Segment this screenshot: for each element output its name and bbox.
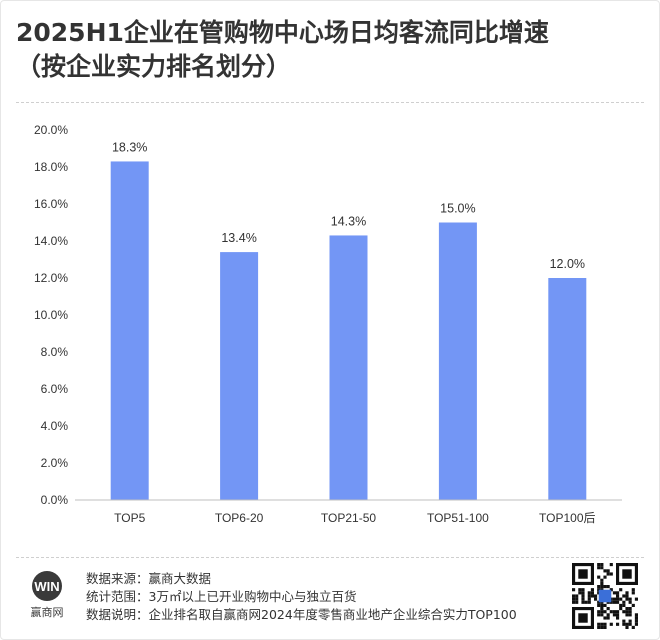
y-tick-label: 2.0%	[41, 456, 69, 470]
brand-logo-icon: WIN 赢商网	[31, 571, 64, 619]
bar-TOP21-50[interactable]	[329, 235, 368, 500]
footer-line-note: 数据说明：企业排名取自赢商网2024年度零售商业地产企业综合实力TOP100	[86, 606, 517, 624]
qr-code-icon[interactable]	[572, 563, 638, 629]
data-label: 18.3%	[112, 140, 147, 154]
header-divider	[16, 102, 644, 103]
title-line-2: （按企业实力排名划分）	[16, 52, 292, 81]
footer-key: 数据来源：	[86, 571, 149, 586]
data-label: 12.0%	[550, 257, 585, 271]
footer-line-scope: 统计范围：3万㎡以上已开业购物中心与独立百货	[86, 588, 517, 606]
bar-chart: 0.0% 2.0% 4.0% 6.0% 8.0% 10.0% 12.0% 14.0% 16.0%…	[34, 123, 622, 525]
y-tick-label: 0.0%	[41, 493, 69, 507]
data-label: 13.4%	[221, 231, 256, 245]
brand-logo-text: WIN	[34, 579, 59, 594]
data-label: 14.3%	[331, 214, 366, 228]
x-tick-label: TOP6-20	[215, 511, 264, 525]
y-tick-label: 6.0%	[41, 382, 69, 396]
footer-value: 企业排名取自赢商网2024年度零售商业地产企业综合实力TOP100	[148, 607, 517, 622]
y-tick-label: 18.0%	[34, 160, 68, 174]
x-tick-label: TOP21-50	[321, 511, 376, 525]
title-line-1: 2025H1企业在管购物中心场日均客流同比增速	[16, 18, 549, 47]
y-tick-label: 14.0%	[34, 234, 68, 248]
footer-line-source: 数据来源：赢商大数据	[86, 570, 517, 588]
x-tick-label: TOP5	[114, 511, 145, 525]
y-tick-label: 4.0%	[41, 419, 69, 433]
data-label: 15.0%	[440, 202, 475, 216]
footer-value: 3万㎡以上已开业购物中心与独立百货	[148, 589, 357, 604]
footer-notes: 数据来源：赢商大数据 统计范围：3万㎡以上已开业购物中心与独立百货 数据说明：企…	[86, 570, 517, 624]
footer-key: 数据说明：	[86, 607, 149, 622]
data-labels: 18.3% 13.4% 14.3% 15.0% 12.0%	[112, 140, 585, 271]
footer-divider	[16, 557, 644, 558]
y-tick-label: 16.0%	[34, 197, 68, 211]
bar-series	[110, 161, 587, 501]
x-tick-label: TOP51-100	[427, 511, 489, 525]
y-axis-ticks: 0.0% 2.0% 4.0% 6.0% 8.0% 10.0% 12.0% 14.0% 16.0%…	[34, 123, 68, 507]
bar-TOP100后[interactable]	[548, 278, 587, 500]
x-tick-label: TOP100后	[539, 511, 595, 525]
y-tick-label: 20.0%	[34, 123, 68, 137]
brand-name: 赢商网	[31, 605, 64, 619]
y-tick-label: 12.0%	[34, 271, 68, 285]
bar-TOP51-100[interactable]	[438, 222, 477, 501]
bar-TOP5[interactable]	[110, 161, 149, 500]
y-tick-label: 10.0%	[34, 308, 68, 322]
y-tick-label: 8.0%	[41, 345, 69, 359]
x-axis-ticks: TOP5 TOP6-20 TOP21-50 TOP51-100 TOP100后	[114, 511, 595, 525]
bar-TOP6-20[interactable]	[220, 252, 259, 500]
chart-title: 2025H1企业在管购物中心场日均客流同比增速 （按企业实力排名划分）	[16, 16, 646, 84]
footer-value: 赢商大数据	[148, 571, 212, 586]
footer-key: 统计范围：	[86, 589, 149, 604]
